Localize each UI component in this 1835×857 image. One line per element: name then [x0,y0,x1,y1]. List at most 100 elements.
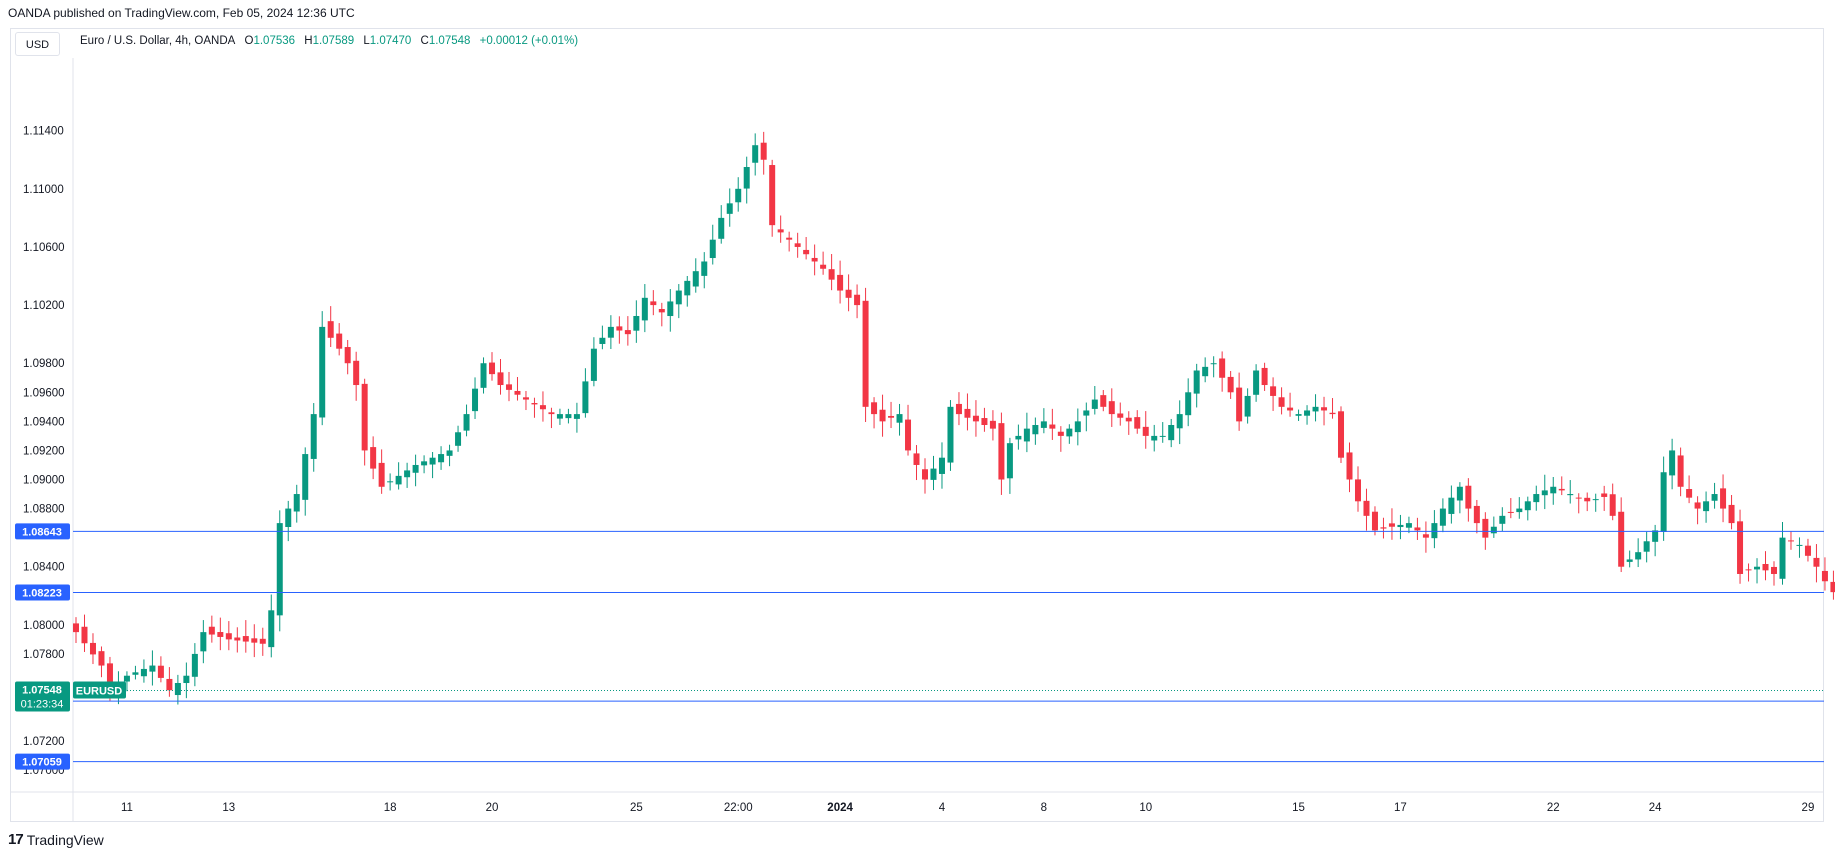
candle-body [955,403,962,415]
candle-body [1686,489,1693,498]
candle-body [1023,428,1030,442]
candle-body [607,326,614,338]
candle-body [1737,521,1744,574]
candle-body [828,269,835,280]
candle-body [794,243,801,247]
candle-body [412,464,419,473]
candle-body [1253,370,1260,395]
candle-body [1584,497,1591,502]
candle-body [1397,524,1404,528]
candle-body [1057,431,1064,436]
candle-body [616,326,623,331]
tradingview-footer[interactable]: 17 TradingView [8,831,104,848]
y-tick-label: 1.07800 [23,649,65,661]
candle-body [1745,569,1752,571]
candle-body [174,682,181,696]
candle-body [1117,413,1124,418]
candle-body [1100,395,1107,407]
candle-body [1108,401,1115,415]
candle-body [429,457,436,465]
candle-body [1754,566,1761,570]
candle-body [1804,545,1811,556]
candle-body [633,315,640,331]
candle-body [811,257,818,262]
candle-body [200,632,207,652]
candle-body [259,638,266,644]
candle-body [81,626,88,644]
candle-body [395,475,402,485]
y-tick-label: 1.09600 [23,387,65,399]
candle-body [1643,541,1650,552]
candle-body [149,665,156,672]
legend-high-value: 1.07589 [312,35,355,47]
candle-body [446,450,453,456]
candle-body [590,348,597,381]
candle-body [1074,421,1081,433]
candle-body [930,468,937,480]
candle-body [879,409,886,422]
candle-body [353,360,360,386]
candle-body [327,321,334,338]
candle-body [1083,410,1090,416]
candle-body [1448,497,1455,514]
candle-body [1762,563,1769,571]
candle-body [1456,486,1463,501]
candle-body [98,651,105,666]
candle-body [1006,443,1013,479]
candle-body [531,403,538,405]
candle-body [972,415,979,422]
candle-body [1219,358,1226,378]
candle-body [692,271,699,287]
candle-body [1813,557,1820,567]
x-tick-label: 2024 [827,802,853,814]
currency-button[interactable]: USD [15,32,60,56]
candle-body [404,470,411,478]
candle-body [1040,421,1047,428]
candle-body [565,414,572,419]
candle-body [1312,406,1319,412]
candle-body [1524,501,1531,511]
candle-body [1422,534,1429,538]
candle-body [1125,417,1132,422]
candle-body [658,308,665,313]
candle-body [726,203,733,214]
candle-body [1796,544,1803,546]
candle-body [1728,504,1735,524]
candle-body [1346,452,1353,480]
candle-body [319,326,326,418]
price-level-label: 1.08223 [22,587,62,599]
candle-body [1592,499,1599,501]
x-tick-label: 13 [222,802,235,814]
candle-body [803,249,810,255]
x-tick-label: 25 [630,802,643,814]
legend-open-label: O [244,35,254,47]
candle-body [582,381,589,414]
candle-body [497,372,504,386]
price-level-tag [15,523,70,540]
candle-body [624,330,631,335]
candle-body [837,274,844,291]
symbol-tag-label: EURUSD [76,686,123,698]
candle-body [1193,370,1200,394]
candle-body [1499,515,1506,524]
candle-body [1414,527,1421,531]
legend-high-label: H [304,35,313,47]
y-tick-label: 1.08800 [23,504,65,516]
candle-body [1626,559,1633,562]
candle-body [302,454,309,500]
candle-body [522,397,529,400]
price-level-label: 1.08643 [22,526,62,538]
candle-body [1049,424,1056,429]
candle-body [1236,387,1243,422]
candle-body [1227,376,1234,393]
tradingview-logo-icon: 17 [8,831,24,848]
candle-body [1338,411,1345,458]
candle-body [1032,425,1039,435]
legend-symbol[interactable]: Euro / U.S. Dollar, 4h, OANDA [80,35,236,47]
candle-body [268,610,275,648]
candle-body [276,523,283,616]
candle-body [234,637,241,641]
candle-body [1821,570,1828,582]
candle-body [1516,508,1523,513]
